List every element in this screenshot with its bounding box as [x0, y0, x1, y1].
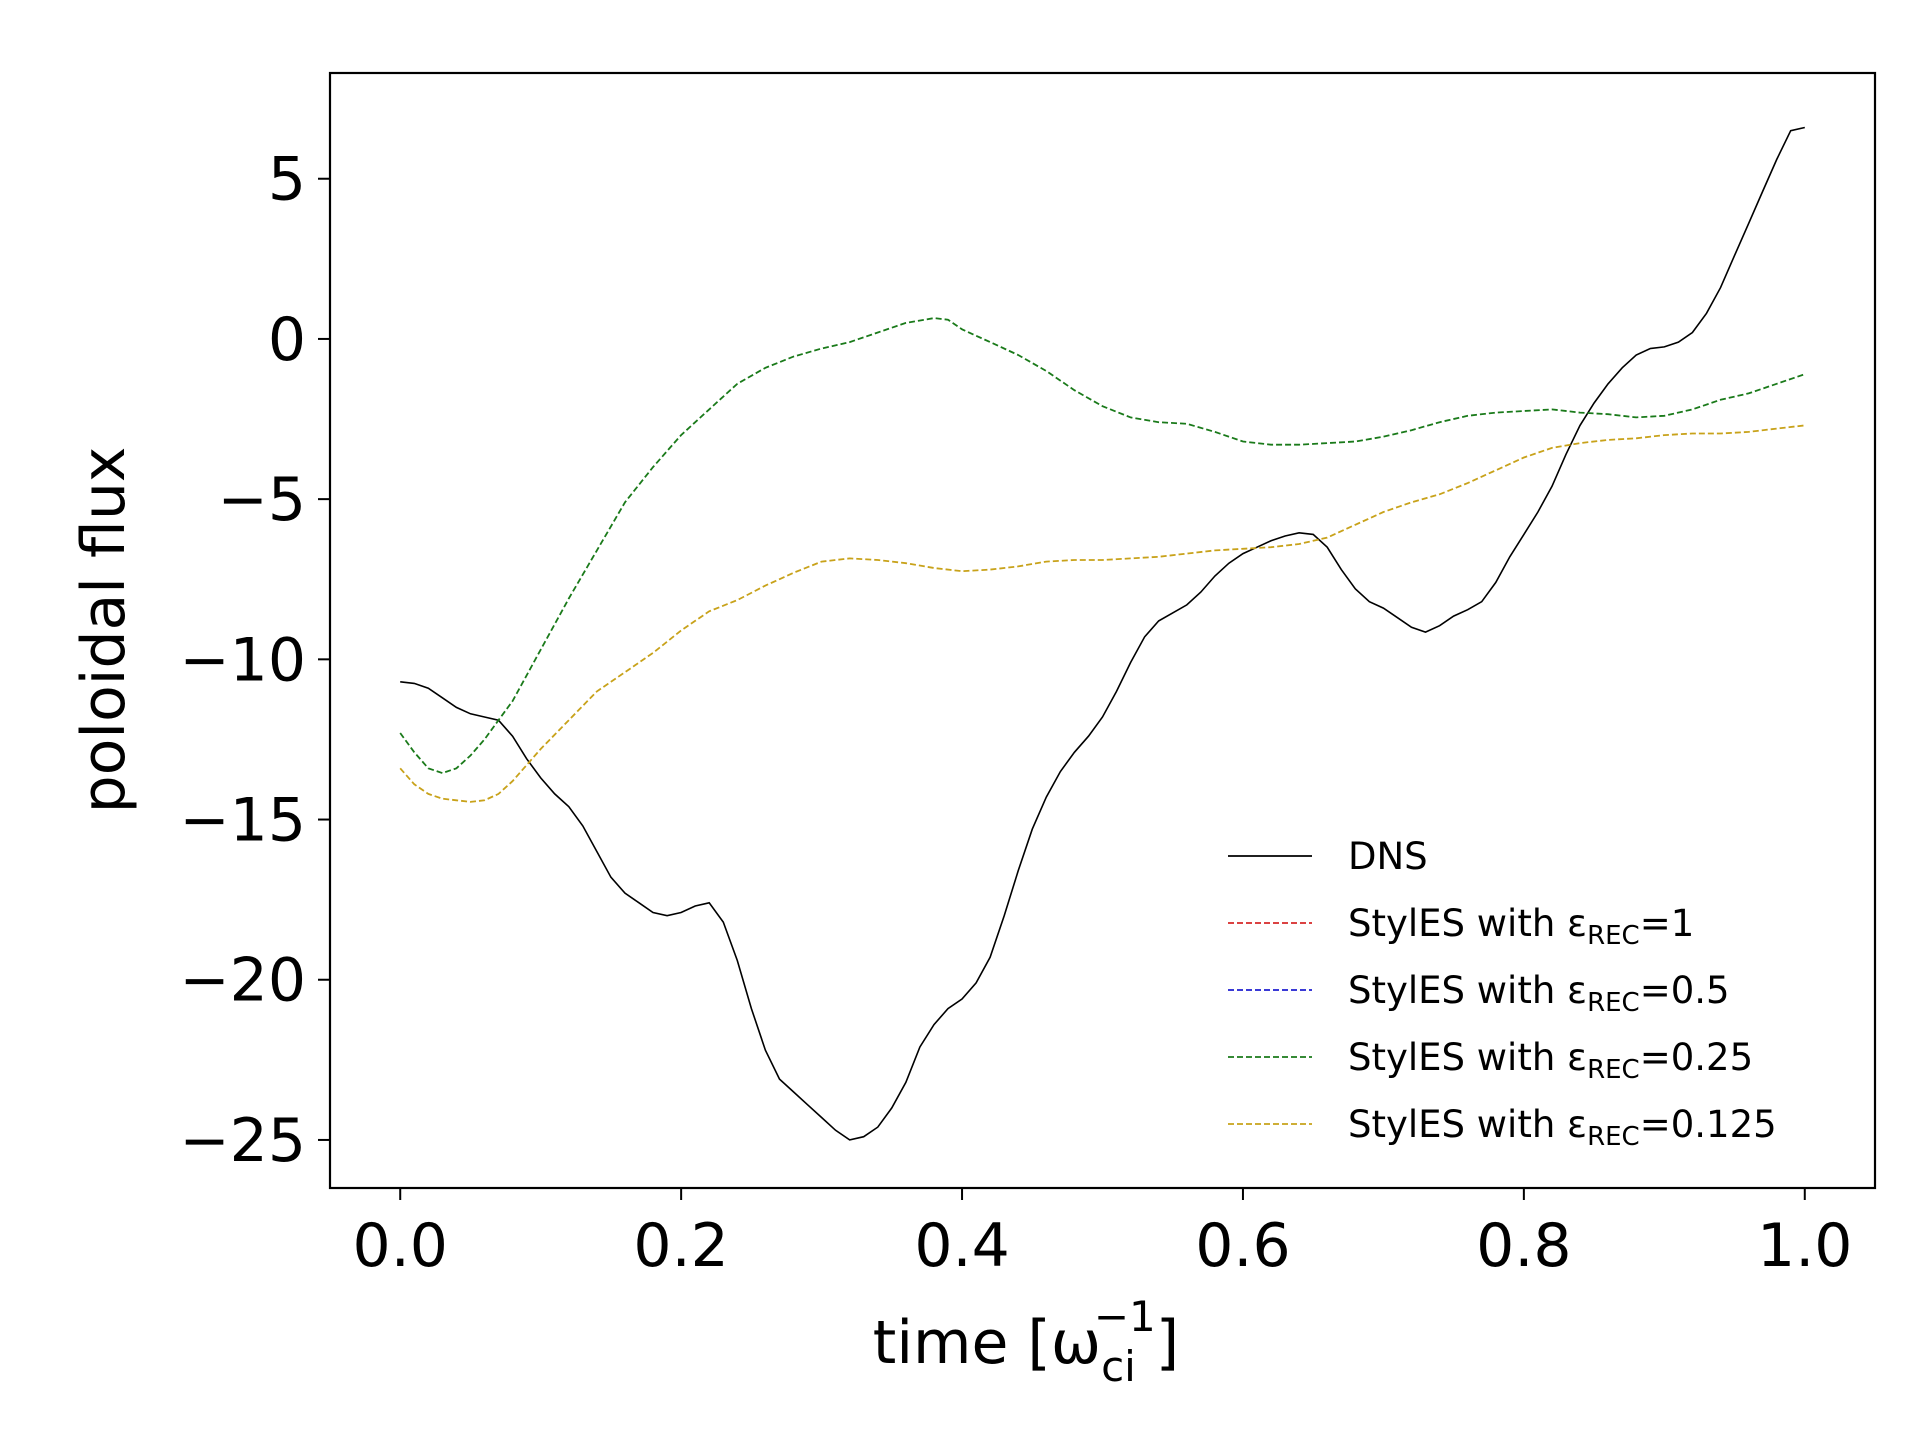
series-line-5: [399, 424, 1805, 803]
x-tick-label: 0.0: [353, 1211, 448, 1281]
series-line-4: [399, 317, 1806, 775]
plot-frame: [328, 71, 1877, 1190]
x-axis-label-sup: −1: [1094, 1292, 1156, 1341]
x-axis-label: time [ωci−1]: [873, 1292, 1179, 1391]
series-line-1: [400, 126, 1805, 1141]
legend-label-5: StylES with εREC=0.125: [1348, 1103, 1777, 1152]
y-tick-label: −20: [179, 946, 306, 1016]
x-tick-label: 0.2: [633, 1211, 728, 1281]
x-axis-label-sub: ci: [1101, 1342, 1136, 1391]
series-layer: [399, 126, 1806, 1141]
legend-label-1: DNS: [1348, 835, 1428, 878]
legend: DNS StylES with εREC=1 StylES with εREC=0.…: [1228, 835, 1777, 1152]
y-tick-label: −10: [179, 625, 306, 695]
x-tick-label: 0.6: [1195, 1211, 1290, 1281]
x-tick-label: 1.0: [1757, 1211, 1852, 1281]
y-tick-label: −25: [179, 1106, 306, 1176]
x-tick-label: 0.8: [1476, 1211, 1571, 1281]
legend-label-2: StylES with εREC=1: [1348, 902, 1694, 951]
x-axis-label-end: ]: [1156, 1308, 1179, 1378]
y-axis-label: poloidal flux: [69, 447, 139, 814]
legend-label-4: StylES with εREC=0.25: [1348, 1036, 1753, 1085]
y-tick-label: −5: [218, 465, 306, 535]
legend-label-3: StylES with εREC=0.5: [1348, 969, 1730, 1018]
x-tick-label: 0.4: [914, 1211, 1009, 1281]
ticks-layer: 0.0 0.2 0.4 0.6 0.8 1.0 5 0 −5 −10 −15 −20 −25: [179, 145, 1852, 1281]
y-tick-label: 0: [268, 305, 306, 375]
y-tick-label: 5: [268, 145, 306, 215]
y-tick-label: −15: [179, 786, 306, 856]
